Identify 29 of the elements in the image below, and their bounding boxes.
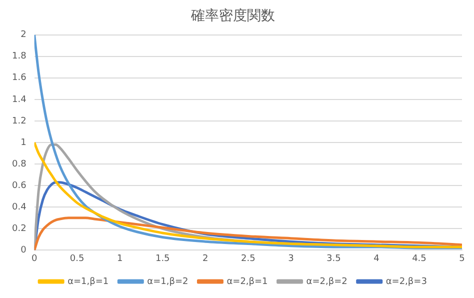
y-tick-label: 0.2	[12, 224, 26, 234]
y-tick-label: 0	[20, 246, 27, 256]
x-tick-label: 5	[459, 254, 465, 264]
legend-label: α=2,β=3	[386, 276, 427, 287]
x-tick-label: 3.5	[326, 254, 341, 264]
y-tick-label: 1.8	[12, 52, 27, 62]
chart-title: 確率密度関数	[190, 8, 275, 24]
y-tick-label: 2	[20, 30, 26, 40]
x-tick-label: 0.5	[70, 254, 84, 264]
x-tick-label: 1.5	[155, 254, 170, 264]
y-tick-label: 0.4	[12, 202, 27, 212]
y-tick-label: 0.8	[12, 159, 27, 170]
legend-label: α=1,β=1	[68, 276, 109, 287]
x-tick-label: 3	[288, 254, 294, 264]
legend-label: α=2,β=2	[306, 276, 348, 287]
x-tick-label: 2	[202, 254, 208, 264]
x-tick-label: 4.5	[412, 254, 426, 264]
y-tick-label: 1.4	[12, 94, 27, 105]
x-tick-label: 1	[116, 254, 123, 264]
y-tick-label: 0.6	[12, 180, 27, 191]
x-tick-label: 0	[31, 254, 38, 264]
legend-label: α=1,β=2	[147, 276, 188, 287]
y-tick-label: 1	[20, 138, 26, 148]
x-tick-label: 2.5	[240, 254, 256, 264]
line-series	[34, 216, 462, 250]
legend-label: α=2,β=1	[226, 276, 268, 287]
x-tick-label: 4	[374, 254, 380, 264]
y-tick-label: 1.6	[12, 73, 27, 84]
y-tick-label: 1.2	[12, 116, 26, 126]
